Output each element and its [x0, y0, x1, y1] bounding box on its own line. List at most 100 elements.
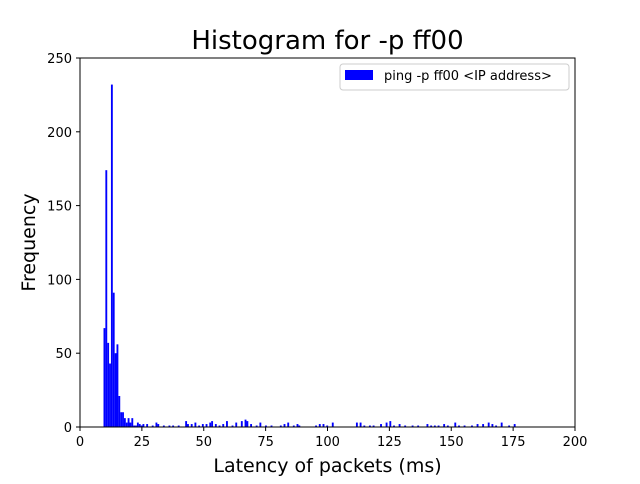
histogram-bar: [389, 421, 392, 427]
histogram-bar: [487, 422, 490, 427]
histogram-bar: [157, 424, 160, 427]
histogram-bar: [133, 425, 136, 427]
x-tick-label: 200: [563, 435, 588, 450]
histogram-bar: [443, 424, 446, 427]
x-tick-label: 25: [134, 435, 151, 450]
x-tick-label: 0: [76, 435, 84, 450]
legend-label: ping -p ff00 <IP address>: [384, 69, 552, 84]
histogram-bar: [110, 84, 113, 427]
histogram-bar: [296, 424, 299, 427]
plot-frame: [79, 57, 576, 428]
legend-box: [339, 63, 570, 91]
histogram-bar: [122, 412, 124, 427]
histogram-bar: [131, 418, 134, 427]
y-tick-label: 0: [64, 421, 72, 436]
x-axis-ticks: 0 25 50 75 100 125 150 175 200: [76, 427, 588, 450]
histogram-bar: [500, 422, 503, 427]
histogram-bar: [398, 424, 401, 427]
histogram-bar: [185, 421, 188, 427]
x-tick-label: 100: [315, 435, 340, 450]
y-tick-label: 150: [47, 200, 72, 215]
histogram-bar: [430, 425, 433, 427]
histogram-bar: [458, 425, 460, 427]
y-axis-ticks: 0 50 100 150 200 250: [47, 52, 80, 436]
histogram-bar: [136, 422, 139, 427]
histogram-bar: [135, 425, 137, 427]
histogram-bar: [140, 425, 143, 427]
histogram-bar: [155, 422, 158, 427]
histogram-bar: [454, 422, 457, 427]
histogram-bar: [326, 425, 329, 427]
y-tick-label: 200: [47, 126, 72, 141]
histogram-bar: [201, 424, 204, 427]
histogram-bar: [446, 425, 449, 427]
histogram-bar: [194, 422, 197, 427]
histogram-bar: [211, 421, 214, 427]
x-tick-label: 150: [439, 435, 464, 450]
histogram-bar: [214, 424, 217, 427]
histogram-bar: [385, 422, 388, 427]
histogram-bar: [250, 424, 253, 427]
histogram-bar: [471, 425, 473, 427]
histogram-bar: [235, 422, 238, 427]
histogram-bar: [491, 424, 494, 427]
histogram-bar: [209, 422, 212, 427]
histogram-bar: [292, 425, 295, 427]
y-tick-label: 50: [55, 347, 72, 362]
histogram-bar: [231, 425, 234, 427]
histogram-bar: [363, 425, 366, 427]
histogram-bar: [463, 425, 466, 427]
histogram-bar: [198, 425, 201, 427]
histogram-bar: [129, 422, 132, 427]
histogram-bar: [162, 425, 165, 427]
histogram-bar: [127, 418, 130, 427]
histogram-bar: [259, 422, 262, 427]
histogram-bar: [142, 424, 145, 427]
x-tick-label: 125: [377, 435, 402, 450]
histogram-bar: [114, 353, 117, 427]
histogram-bar: [372, 425, 375, 427]
histogram-bar: [287, 422, 290, 427]
histogram-bar: [298, 425, 301, 427]
histogram-bar: [244, 419, 247, 427]
histogram-bar: [368, 425, 371, 427]
chart-title: Histogram for -p ff00: [191, 26, 463, 56]
histogram-bar: [226, 421, 228, 427]
histogram-bar: [513, 424, 516, 427]
histogram-bar: [355, 422, 358, 427]
histogram-bar: [265, 425, 267, 427]
histogram-bar: [279, 425, 282, 427]
histogram-bar: [177, 425, 180, 427]
histogram-bar: [205, 424, 208, 427]
histogram-bar: [380, 424, 382, 427]
histogram-bar: [107, 342, 110, 427]
histogram-bar: [218, 425, 221, 427]
legend-swatch: [345, 70, 373, 80]
histogram-bar: [255, 425, 258, 427]
histogram-bar: [168, 425, 171, 427]
histogram-bar: [109, 363, 111, 427]
histogram-bar: [116, 344, 119, 427]
histogram-bar: [322, 424, 325, 427]
x-tick-label: 50: [195, 435, 212, 450]
histogram-bar: [125, 422, 128, 427]
histogram-bar: [120, 412, 123, 427]
histogram-bar: [318, 424, 321, 427]
histogram-bar: [315, 425, 317, 427]
histogram-bar: [359, 422, 362, 427]
y-tick-label: 100: [47, 273, 72, 288]
histogram-bar: [270, 425, 273, 427]
histogram-bar: [482, 424, 485, 427]
histogram-bar: [404, 425, 407, 427]
histogram-bar: [118, 396, 121, 427]
histogram-bar: [190, 424, 193, 427]
histogram-bar: [240, 421, 243, 427]
y-axis-label: Frequency: [18, 193, 40, 291]
x-tick-label: 175: [501, 435, 526, 450]
histogram-bar: [146, 424, 149, 427]
histogram-bar: [151, 425, 154, 427]
histogram-bar: [331, 422, 334, 427]
histogram-bar: [417, 425, 420, 427]
